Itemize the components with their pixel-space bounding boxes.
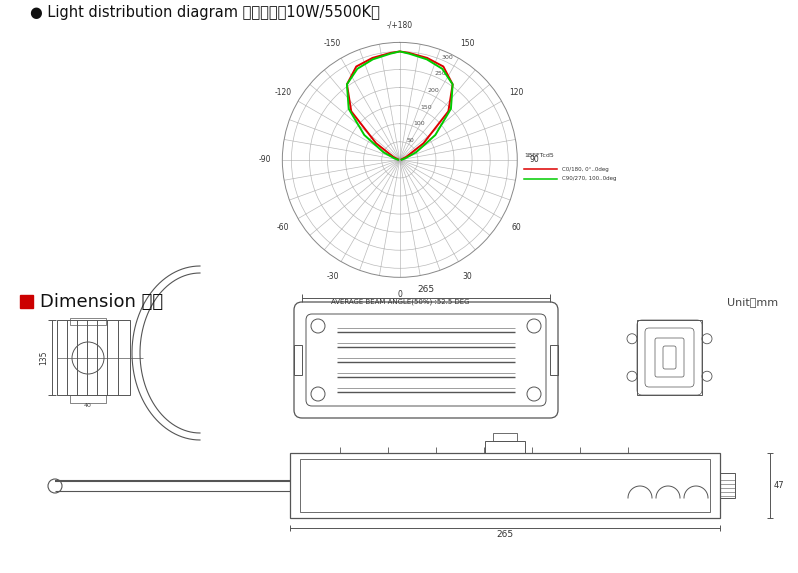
Bar <box>485 441 525 453</box>
Text: Unit：mm: Unit：mm <box>727 297 778 307</box>
Bar <box>70 318 106 325</box>
Bar <box>20 295 33 308</box>
Text: C0/180, 0°..0deg: C0/180, 0°..0deg <box>562 167 609 172</box>
Bar <box>70 395 106 403</box>
Bar <box>720 473 735 498</box>
Bar <box>300 459 710 512</box>
Bar <box>57 320 130 395</box>
Text: 1BEFTcd5: 1BEFTcd5 <box>524 152 554 158</box>
Bar <box>294 345 302 375</box>
Bar <box>637 320 702 395</box>
Text: C90/270, 100..0deg: C90/270, 100..0deg <box>562 176 616 181</box>
Text: 40: 40 <box>84 403 92 408</box>
Text: 265: 265 <box>417 285 435 294</box>
Bar <box>550 345 558 375</box>
Bar <box>493 433 517 441</box>
Text: 135: 135 <box>39 351 48 365</box>
Text: 47: 47 <box>774 481 784 490</box>
Bar <box>290 453 720 518</box>
Text: AVERAGE BEAM ANGLE(50%) :52.5 DEG: AVERAGE BEAM ANGLE(50%) :52.5 DEG <box>330 299 469 305</box>
Text: ● Light distribution diagram 配光曲线（10W/5500K）: ● Light distribution diagram 配光曲线（10W/55… <box>30 6 380 21</box>
Text: 265: 265 <box>496 530 514 539</box>
Text: Dimension 尺寸: Dimension 尺寸 <box>40 293 163 311</box>
